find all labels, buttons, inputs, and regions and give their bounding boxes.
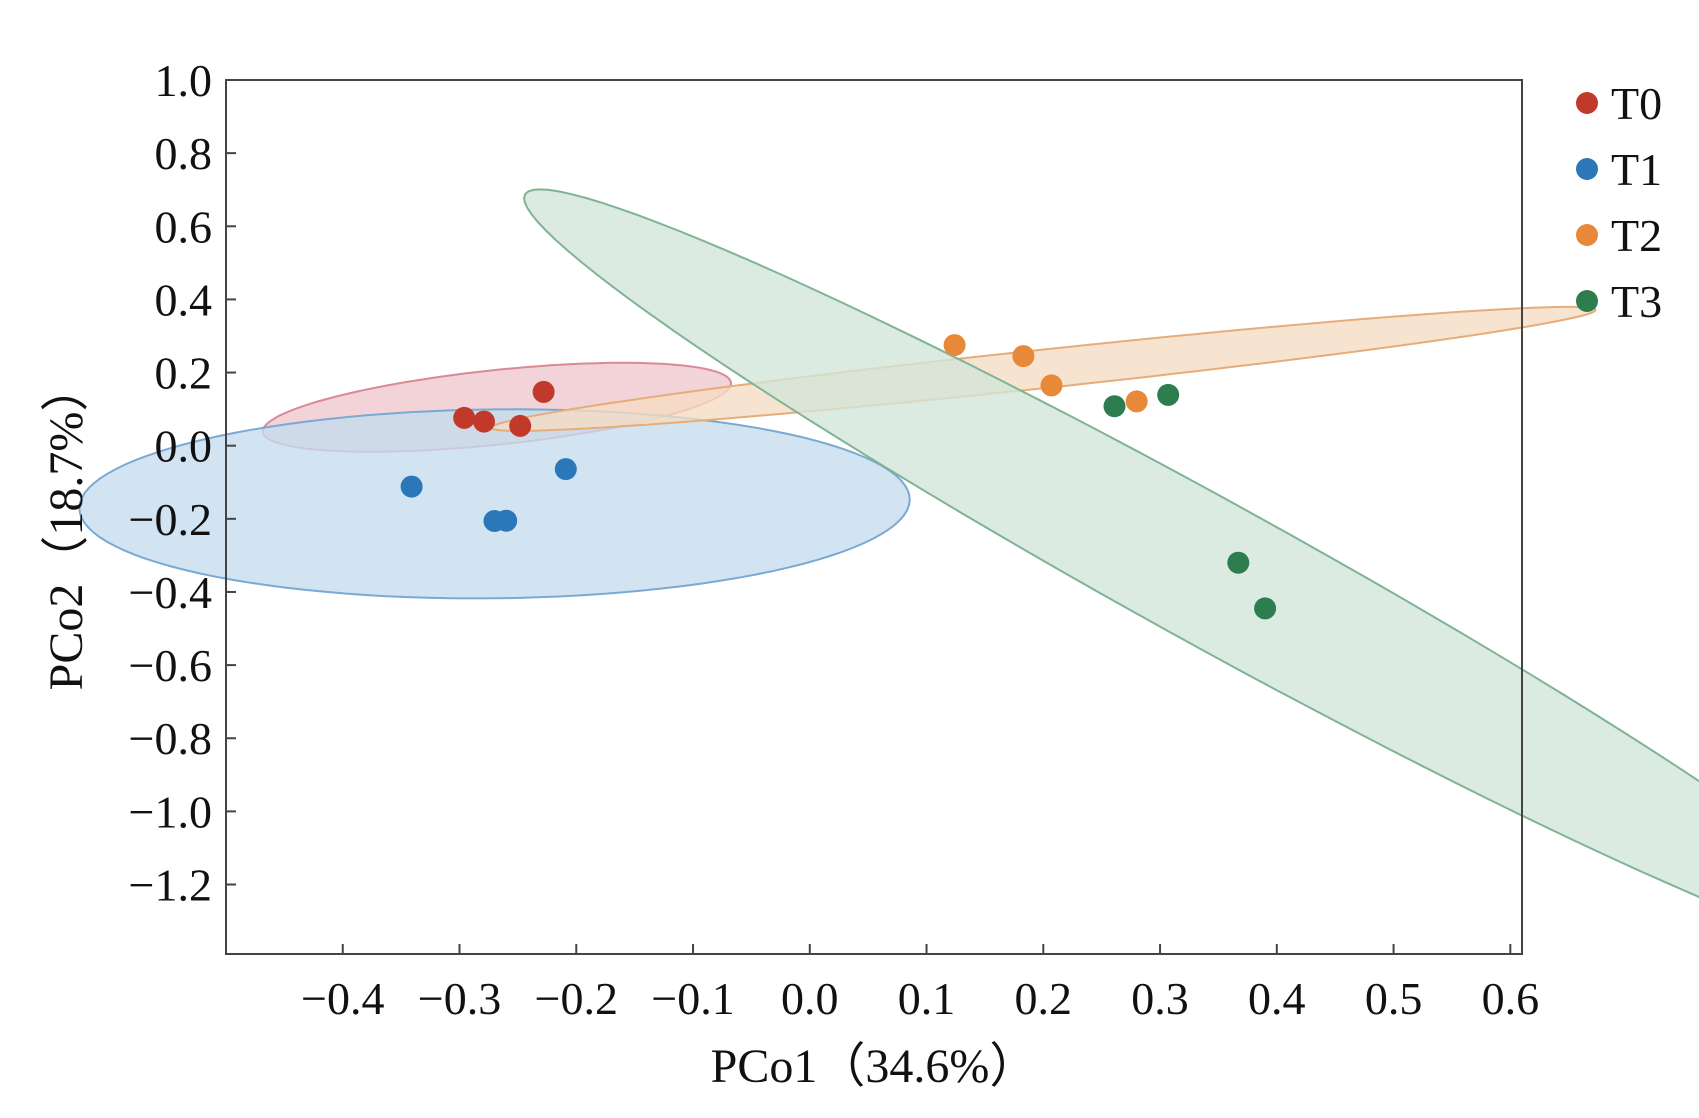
y-tick-label: 0.4 xyxy=(155,274,213,325)
x-tick-label: 0.2 xyxy=(1015,973,1073,1024)
legend-label-t3: T3 xyxy=(1611,276,1662,327)
y-tick-label: −0.4 xyxy=(129,567,212,618)
x-tick-label: 0.6 xyxy=(1482,973,1540,1024)
point-t3 xyxy=(1157,383,1180,406)
y-tick-label: −1.2 xyxy=(129,860,212,911)
y-tick-label: 0.0 xyxy=(155,421,213,472)
y-tick-label: 1.0 xyxy=(155,55,213,106)
legend: T0 T1 T2 T3 xyxy=(1576,78,1662,327)
y-tick-label: −1.0 xyxy=(129,786,212,837)
data-points xyxy=(400,334,1277,620)
y-tick-label: −0.6 xyxy=(129,640,212,691)
y-tick-label: 0.6 xyxy=(155,201,213,252)
confidence-ellipses xyxy=(78,188,1699,899)
legend-marker-t3 xyxy=(1576,290,1598,312)
point-t0 xyxy=(453,406,476,429)
x-ticks: −0.4 −0.3 −0.2 −0.1 0.0 0.1 0.2 0.3 0.4 0.5 0.6 xyxy=(301,944,1539,1024)
y-tick-label: 0.2 xyxy=(155,348,213,399)
point-t0 xyxy=(473,410,495,433)
plot-frame xyxy=(225,79,1523,955)
point-t1 xyxy=(495,509,518,532)
x-tick-label: −0.1 xyxy=(651,973,734,1024)
ellipse-t3 xyxy=(523,188,1699,899)
legend-marker-t0 xyxy=(1576,92,1598,114)
x-tick-label: 0.5 xyxy=(1365,973,1423,1024)
x-tick-label: −0.3 xyxy=(418,973,501,1024)
point-t3 xyxy=(1103,395,1126,418)
y-tick-label: 0.8 xyxy=(155,128,213,179)
x-axis-title: PCo1（34.6%） xyxy=(711,1040,1038,1093)
point-t3 xyxy=(1254,597,1277,620)
x-tick-label: 0.0 xyxy=(781,973,839,1024)
point-t2 xyxy=(1040,374,1063,397)
x-tick-label: −0.4 xyxy=(301,973,384,1024)
legend-marker-t2 xyxy=(1576,224,1598,246)
x-tick-label: 0.1 xyxy=(898,973,956,1024)
point-t0 xyxy=(509,414,532,437)
y-ticks: 1.0 0.8 0.6 0.4 0.2 0.0 −0.2 −0.4 −0.6 −0.8 −1.0 −1… xyxy=(129,55,236,911)
point-t1 xyxy=(554,458,577,481)
point-t2 xyxy=(1012,345,1035,368)
legend-label-t0: T0 xyxy=(1611,78,1662,129)
point-t2 xyxy=(943,334,966,357)
y-tick-label: −0.8 xyxy=(129,713,212,764)
y-axis-title: PCo2（18.7%） xyxy=(40,364,93,691)
legend-marker-t1 xyxy=(1576,158,1598,180)
legend-label-t2: T2 xyxy=(1611,210,1662,261)
x-tick-label: −0.2 xyxy=(535,973,618,1024)
legend-label-t1: T1 xyxy=(1611,144,1662,195)
point-t0 xyxy=(532,380,555,403)
y-tick-label: −0.2 xyxy=(129,494,212,545)
x-tick-label: 0.4 xyxy=(1248,973,1306,1024)
axes xyxy=(225,79,1523,955)
x-tick-label: 0.3 xyxy=(1131,973,1189,1024)
point-t1 xyxy=(400,475,423,498)
point-t2 xyxy=(1125,390,1148,413)
point-t3 xyxy=(1227,551,1250,574)
